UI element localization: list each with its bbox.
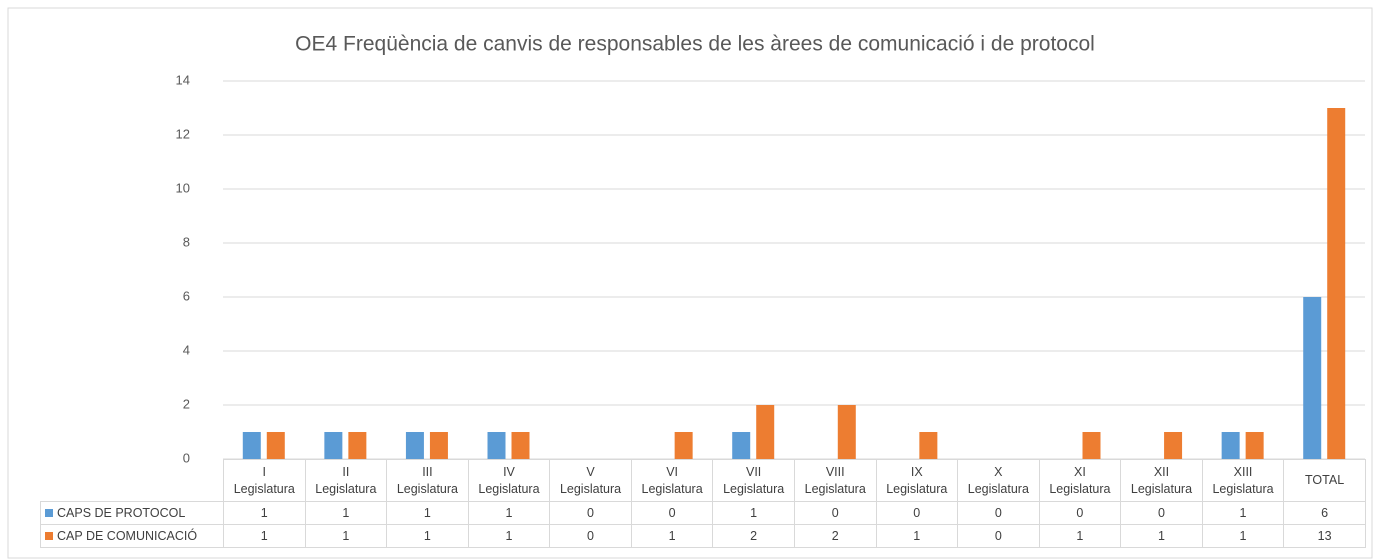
x-tick-label: IV Legislatura: [467, 459, 551, 502]
chart-border: [7, 7, 1373, 559]
legend-entry: CAP DE COMUNICACIÓ: [40, 524, 224, 548]
legend-label: CAP DE COMUNICACIÓ: [57, 528, 198, 543]
bar: [837, 405, 856, 459]
legend-swatch: [45, 508, 53, 517]
table-value: 1: [304, 501, 388, 525]
x-tick-label: XI Legislatura: [1038, 459, 1122, 502]
table-value: 0: [1038, 501, 1122, 525]
bar: [1082, 432, 1101, 459]
table-value: 1: [875, 524, 959, 548]
legend-label: CAPS DE PROTOCOL: [57, 505, 186, 520]
y-tick-label: 4: [183, 342, 190, 357]
table-value: 0: [793, 501, 877, 525]
y-tick-label: 0: [183, 450, 190, 465]
table-value: 1: [467, 524, 551, 548]
bar: [674, 432, 693, 459]
table-value: 0: [549, 501, 632, 525]
bar: [429, 432, 448, 459]
table-value: 0: [1120, 501, 1203, 525]
bar: [266, 432, 285, 459]
header-row: I Legislatura II Legislatura III Legislatu…: [40, 459, 1366, 502]
table-value: 13: [1283, 524, 1366, 548]
bar: [919, 432, 938, 459]
x-tick-label: VI Legislatura: [630, 459, 714, 502]
table-value: 1: [1201, 501, 1285, 525]
table-value: 1: [386, 501, 469, 525]
bar: [732, 432, 751, 459]
bar: [1327, 108, 1346, 459]
x-tick-label: TOTAL: [1283, 459, 1366, 502]
legend-entry: CAPS DE PROTOCOL: [40, 501, 224, 525]
table-value: 1: [467, 501, 551, 525]
x-tick-label: VIII Legislatura: [793, 459, 877, 502]
table-value: 0: [549, 524, 632, 548]
bar: [1245, 432, 1264, 459]
blank-cell: [40, 459, 224, 502]
x-tick-label: II Legislatura: [304, 459, 388, 502]
table-value: 1: [1201, 524, 1285, 548]
y-tick-label: 14: [176, 72, 190, 87]
x-tick-label: III Legislatura: [386, 459, 469, 502]
x-tick-label: X Legislatura: [957, 459, 1040, 502]
table-value: 6: [1283, 501, 1366, 525]
y-tick-label: 12: [176, 126, 190, 141]
bar: [756, 405, 775, 459]
y-tick-label: 10: [176, 180, 190, 195]
table-value: 0: [957, 501, 1040, 525]
table-value: 0: [630, 501, 714, 525]
y-tick-label: 2: [183, 396, 190, 411]
table-value: 1: [304, 524, 388, 548]
table-value: 1: [223, 501, 306, 525]
table-value: 1: [223, 524, 306, 548]
table-value: 1: [1120, 524, 1203, 548]
series-row: CAPS DE PROTOCOL 1 1 1 1 0 0 1 0 0 0 0 0 1 6: [40, 501, 1366, 525]
table-value: 0: [957, 524, 1040, 548]
x-tick-label: IX Legislatura: [875, 459, 959, 502]
bar: [487, 432, 506, 459]
bar: [324, 432, 343, 459]
y-tick-label: 8: [183, 234, 190, 249]
table-value: 1: [630, 524, 714, 548]
y-tick-label: 6: [183, 288, 190, 303]
chart-title: OE4 Freqüència de canvis de responsables…: [295, 33, 1095, 56]
series-row: CAP DE COMUNICACIÓ 1 1 1 1 0 1 2 2 1 0 1 1 1 13: [40, 524, 1366, 548]
bar: [511, 432, 530, 459]
data-table: I Legislatura II Legislatura III Legislatu…: [40, 459, 1366, 548]
table-value: 1: [1038, 524, 1122, 548]
table-value: 1: [712, 501, 795, 525]
bar: [348, 432, 367, 459]
bar: [1303, 297, 1322, 459]
table-value: 1: [386, 524, 469, 548]
x-tick-label: VII Legislatura: [712, 459, 795, 502]
bar: [242, 432, 261, 459]
bar: [1164, 432, 1183, 459]
bar: [405, 432, 424, 459]
table-value: 0: [875, 501, 959, 525]
legend-swatch: [45, 531, 53, 540]
x-tick-label: I Legislatura: [223, 459, 306, 502]
x-tick-label: V Legislatura: [549, 459, 632, 502]
x-tick-label: XIII Legislatura: [1201, 459, 1285, 502]
table-value: 2: [712, 524, 795, 548]
x-tick-label: XII Legislatura: [1120, 459, 1203, 502]
table-value: 2: [793, 524, 877, 548]
bar: [1221, 432, 1240, 459]
